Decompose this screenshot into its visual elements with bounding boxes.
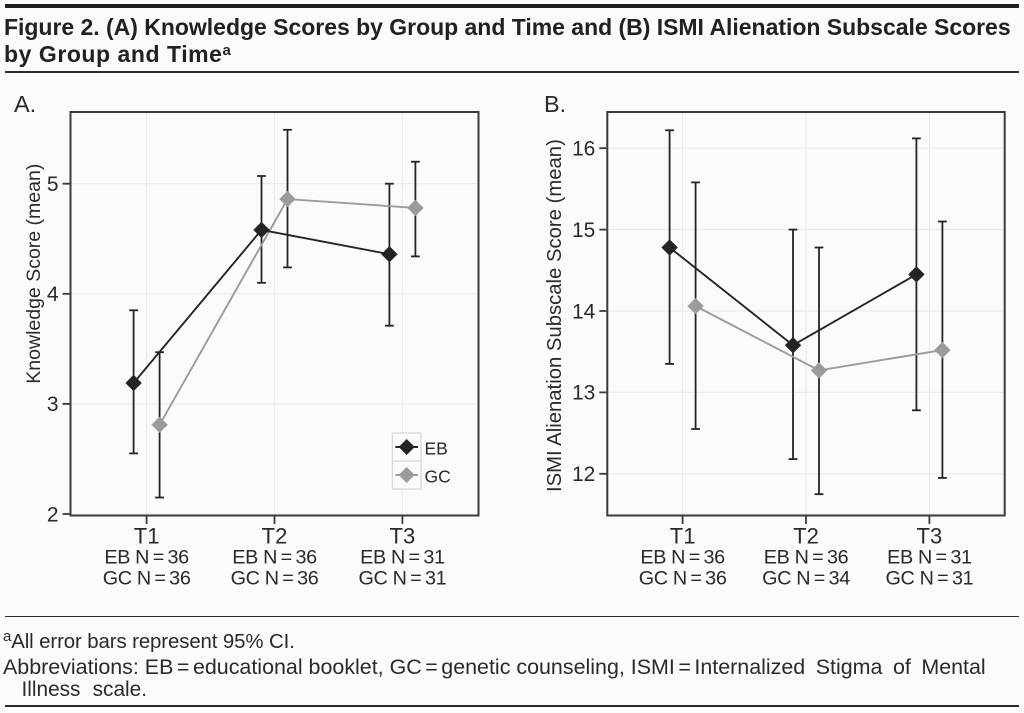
svg-text:13: 13: [572, 382, 595, 405]
svg-text:Knowledge Score (mean): Knowledge Score (mean): [23, 164, 45, 384]
svg-text:15: 15: [572, 219, 595, 242]
svg-text:T2: T2: [262, 524, 288, 549]
svg-text:GC: GC: [425, 467, 451, 487]
svg-text:T1: T1: [670, 524, 696, 549]
svg-text:2: 2: [47, 503, 59, 526]
svg-text:GC N = 34: GC N = 34: [762, 568, 850, 590]
svg-text:B.: B.: [544, 91, 566, 117]
svg-text:ISMI Alienation Subscale Score: ISMI Alienation Subscale Score (mean): [544, 139, 566, 492]
svg-text:GC N = 36: GC N = 36: [231, 568, 319, 590]
svg-text:GC N = 31: GC N = 31: [886, 568, 974, 590]
svg-text:T2: T2: [793, 524, 819, 549]
svg-text:EB N = 36: EB N = 36: [104, 547, 189, 569]
svg-text:4: 4: [47, 283, 59, 306]
svg-text:3: 3: [47, 393, 59, 416]
svg-text:16: 16: [572, 138, 595, 161]
svg-text:GC N = 36: GC N = 36: [103, 568, 191, 590]
svg-text:GC N = 36: GC N = 36: [639, 568, 727, 590]
svg-text:GC N = 31: GC N = 31: [359, 568, 447, 590]
svg-text:EB N = 36: EB N = 36: [640, 547, 725, 569]
svg-text:5: 5: [47, 173, 59, 196]
svg-text:14: 14: [572, 300, 596, 323]
svg-text:EB N = 31: EB N = 31: [887, 547, 972, 569]
svg-text:T1: T1: [134, 524, 160, 549]
svg-text:A.: A.: [14, 91, 36, 117]
svg-text:EB N = 31: EB N = 31: [360, 547, 445, 569]
svg-text:T3: T3: [917, 524, 943, 549]
svg-text:EB N = 36: EB N = 36: [764, 547, 849, 569]
svg-text:12: 12: [572, 463, 595, 486]
svg-text:T3: T3: [390, 524, 416, 549]
svg-text:EB N = 36: EB N = 36: [232, 547, 317, 569]
svg-text:EB: EB: [425, 439, 448, 459]
